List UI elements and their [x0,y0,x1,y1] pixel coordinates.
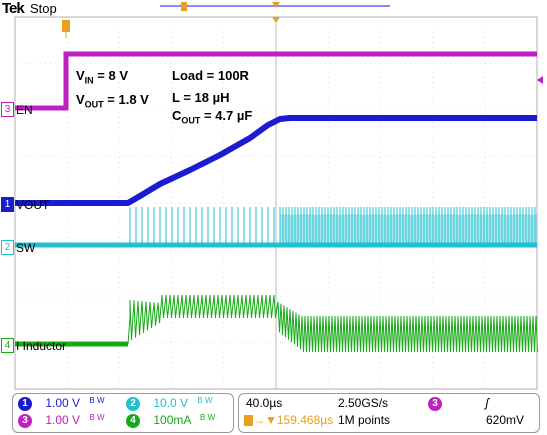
trigger-pos-indicator [272,2,280,8]
channel-label-inductor[interactable]: 4 I Inductor [1,338,66,353]
channel-label-vout[interactable]: 1 VOUT [1,197,49,212]
run-state: Stop [30,1,57,16]
ch4-badge: 4 [126,413,140,428]
channel-2-marker: 2 [1,240,14,255]
timebase-readout[interactable]: 40.0µs [246,396,283,410]
channel-4-marker: 4 [1,338,14,353]
vin-annotation: VIN = 8 V [76,68,128,86]
ch1-badge: 1 [18,396,32,411]
trigger-level-readout[interactable]: 620mV [486,413,525,427]
inductor-trace [127,294,538,353]
sample-rate-readout[interactable]: 2.50GS/s [338,396,389,410]
ch2-badge: 2 [126,396,140,411]
inductance-annotation: L = 18 µH [172,90,230,105]
channel-1-marker: 1 [1,197,14,212]
sw-pulses [129,207,538,245]
trigger-position-readout[interactable]: →▼159.468µs [244,413,333,427]
channel-3-marker: 3 [1,102,14,117]
vertical-settings-panel[interactable] [12,393,234,433]
brand-logo: Tek [2,0,25,17]
load-annotation: Load = 100R [172,68,249,83]
vout-trace [15,115,537,206]
cout-annotation: COUT = 4.7 µF [172,108,253,126]
bw-limit-icon: B W [200,413,216,422]
status-bar: Tek Stop [0,0,547,18]
trigger-position-marker [272,17,280,23]
channel-label-sw[interactable]: 2 SW [1,240,35,255]
ch1-readout[interactable]: 1 1.00 V B W [18,396,105,411]
record-length-readout[interactable]: 1M points [338,413,391,427]
bw-limit-icon: B W [89,413,105,422]
ch2-readout[interactable]: 2 10.0 V B W [126,396,213,411]
trigger-level-marker [537,76,543,84]
trigger-source-readout[interactable]: 3 ʃ [428,396,489,411]
channel-label-en[interactable]: 3 EN [1,102,33,117]
ch4-readout[interactable]: 4 100mA B W [126,413,215,428]
trigger-icon [244,415,253,427]
horizontal-settings-panel[interactable] [238,393,540,433]
vout-annotation: VOUT = 1.8 V [76,92,149,110]
bw-limit-icon: B W [89,396,105,405]
rising-edge-icon: ʃ [485,396,489,410]
bw-limit-icon: B W [197,396,213,405]
readout-footer: 1 1.00 V B W 2 10.0 V B W 3 1.00 V B W 4… [0,392,547,435]
en-trace [15,51,537,111]
trigger-marker [62,20,70,32]
record-window [181,2,187,11]
ch3-readout[interactable]: 3 1.00 V B W [18,413,105,428]
ch3-badge: 3 [18,413,32,428]
trigger-source-badge: 3 [428,396,442,411]
